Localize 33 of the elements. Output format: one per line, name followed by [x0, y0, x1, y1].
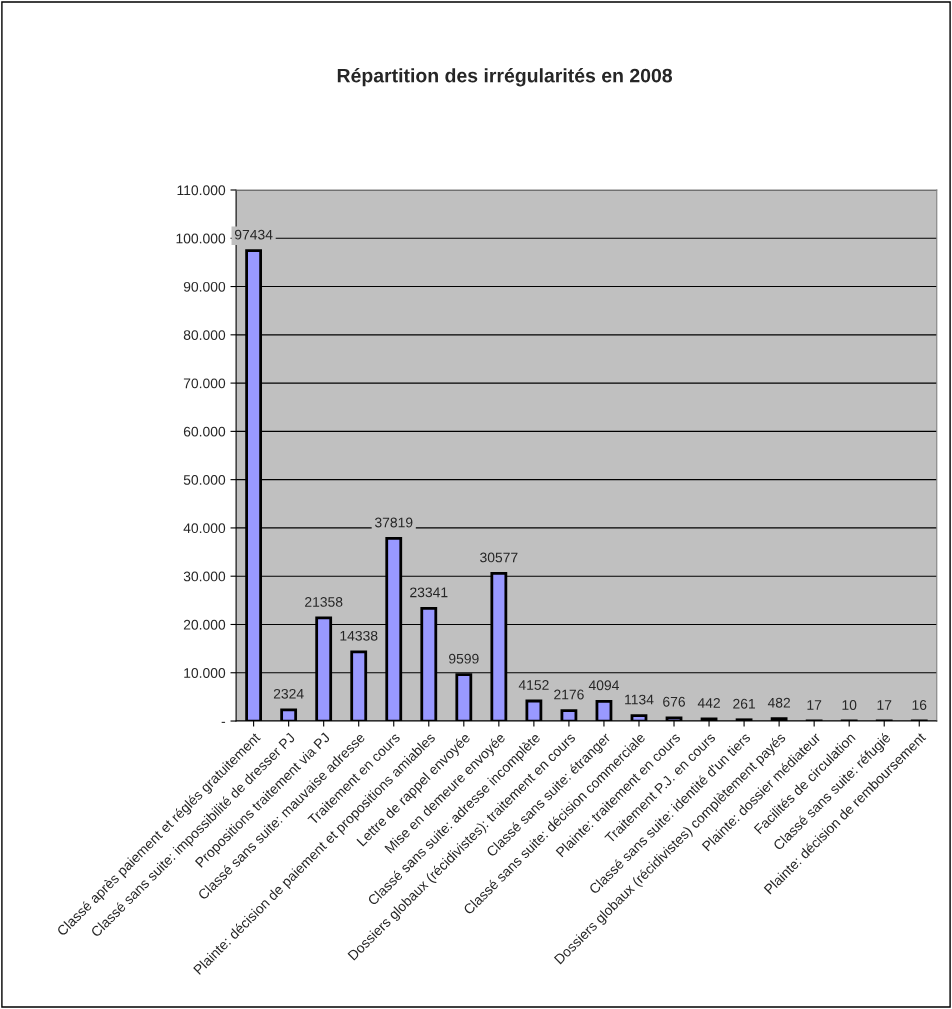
data-label: 30577: [480, 552, 518, 563]
y-tick-label: 80.000: [183, 330, 226, 340]
data-label: 442: [697, 697, 720, 708]
data-label: 4094: [588, 680, 619, 691]
data-label: 23341: [410, 587, 448, 598]
data-label: 97434: [234, 229, 273, 240]
y-tick-label: 50.000: [183, 474, 226, 485]
data-label: 482: [767, 697, 791, 708]
data-label: 2324: [273, 688, 304, 699]
y-tick-label: 100.000: [176, 233, 226, 244]
data-label: 261: [733, 698, 755, 709]
data-label: 16: [912, 700, 927, 710]
y-tick-label: 70.000: [183, 378, 226, 389]
data-label: 676: [663, 696, 685, 707]
data-label: 4152: [518, 680, 549, 690]
y-tick-label: 90.000: [183, 281, 226, 292]
y-tick-label: -: [221, 721, 226, 723]
y-tick-label: 60.000: [183, 426, 226, 437]
data-label: 14338: [340, 630, 378, 641]
data-label: 2176: [554, 689, 584, 700]
data-label: 21358: [305, 597, 343, 607]
y-tick-label: 110.000: [177, 185, 226, 196]
data-label: 37819: [374, 517, 413, 528]
y-tick-label: 30.000: [183, 571, 226, 582]
y-tick-label: 20.000: [183, 619, 226, 630]
y-tick-label: 40.000: [183, 523, 226, 534]
data-label: 17: [877, 700, 892, 710]
chart-title: Répartition des irrégularités en 2008: [337, 68, 673, 87]
data-label: 10: [842, 700, 857, 710]
data-label: 17: [807, 700, 822, 710]
data-label: 1134: [625, 694, 654, 705]
data-label: 9599: [449, 653, 479, 664]
y-tick-label: 10.000: [184, 668, 226, 678]
